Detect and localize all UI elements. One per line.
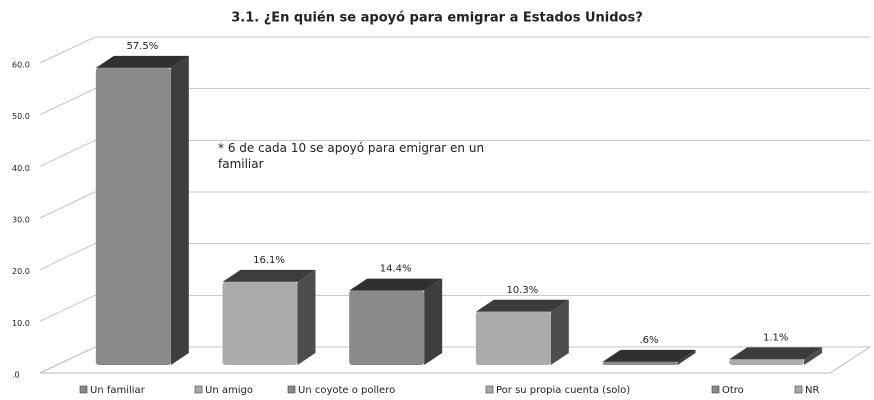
bar-top: [475, 299, 569, 312]
legend-swatch: [79, 385, 88, 394]
grid-line: [39, 36, 870, 64]
legend-swatch: [194, 385, 203, 394]
y-tick-label: 50.0: [12, 112, 30, 121]
legend-label: Un amigo: [205, 385, 253, 396]
y-tick-label: 40.0: [12, 164, 30, 173]
grid-line: [39, 243, 870, 271]
bar-top: [222, 269, 316, 282]
bar-side: [550, 299, 569, 365]
y-tick-label: 10.0: [12, 319, 30, 328]
data-label: 14.4%: [380, 264, 412, 275]
data-label: 1.1%: [763, 332, 788, 343]
bar-front: [349, 290, 425, 365]
bar-top: [349, 278, 443, 291]
bar-front: [602, 361, 678, 365]
bar-top: [602, 349, 696, 362]
bar-side: [804, 347, 823, 365]
legend-label: NR: [805, 385, 819, 396]
bar: [475, 299, 569, 365]
bar-side: [424, 278, 443, 365]
bar-front: [475, 311, 551, 365]
y-tick-label: 30.0: [12, 216, 30, 225]
legend-swatch: [287, 385, 296, 394]
data-label: 10.3%: [506, 285, 538, 296]
y-tick-label: 20.0: [12, 267, 30, 276]
chart-title: 3.1. ¿En quién se apoyó para emigrar a E…: [231, 11, 643, 26]
annotation: * 6 de cada 10 se apoyó para emigrar en …: [218, 141, 484, 171]
bar-side: [677, 349, 696, 365]
bar: [602, 349, 696, 365]
y-tick-label: .0: [12, 371, 20, 380]
legend-label: Un familiar: [90, 385, 146, 396]
bar: [95, 55, 189, 366]
bar: [349, 278, 443, 365]
bar: [222, 269, 316, 365]
grid-line: [39, 191, 870, 219]
grid-line: [39, 294, 870, 322]
legend-label: Un coyote o pollero: [298, 385, 395, 396]
data-label: .6%: [639, 335, 658, 346]
bar-side: [170, 55, 189, 366]
grid-line: [39, 139, 870, 167]
legend-swatch: [711, 385, 720, 394]
bar-front: [95, 67, 171, 366]
data-label: 16.1%: [253, 255, 285, 266]
bar-front: [729, 359, 805, 365]
y-tick-label: 60.0: [12, 61, 30, 70]
grid-line: [39, 88, 870, 116]
bar-top: [729, 347, 823, 360]
grid-line: [39, 346, 870, 374]
bar-front: [222, 281, 298, 365]
legend-label: Otro: [722, 385, 744, 396]
legend-label: Por su propia cuenta (solo): [496, 385, 630, 396]
legend-swatch: [794, 385, 803, 394]
bar: [729, 347, 823, 365]
bar-side: [297, 269, 316, 365]
legend-swatch: [485, 385, 494, 394]
bar-top: [95, 55, 189, 68]
data-label: 57.5%: [126, 41, 158, 52]
